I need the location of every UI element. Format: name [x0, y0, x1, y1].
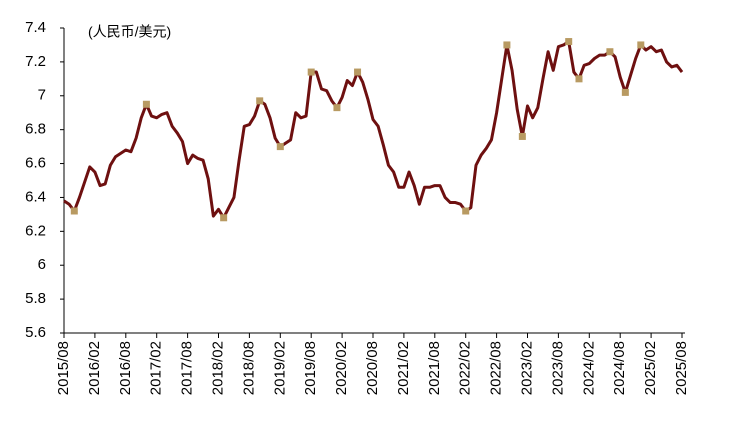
x-tick-label: 2023/02: [518, 341, 535, 395]
point-marker: [637, 41, 645, 49]
point-marker: [503, 41, 511, 49]
x-tick-label: 2019/02: [271, 341, 288, 395]
x-tick-label: 2019/08: [302, 341, 319, 395]
x-tick-label: 2023/08: [549, 341, 566, 395]
y-tick-label: 5.8: [25, 290, 46, 307]
x-tick-label: 2025/02: [642, 341, 659, 395]
x-tick-label: 2016/08: [117, 341, 134, 395]
x-tick-label: 2020/08: [364, 341, 381, 395]
y-tick-label: 6.2: [25, 222, 46, 239]
point-marker: [333, 104, 341, 112]
point-marker: [621, 88, 629, 96]
y-tick-label: 6.4: [25, 188, 46, 205]
point-marker: [575, 75, 583, 83]
point-marker: [565, 38, 573, 46]
x-tick-label: 2022/08: [488, 341, 505, 395]
y-tick-label: 6: [38, 256, 46, 273]
x-tick-label: 2018/08: [240, 341, 257, 395]
point-marker: [142, 100, 150, 108]
point-marker: [307, 68, 315, 76]
y-tick-label: 5.6: [25, 324, 46, 341]
point-marker: [256, 97, 264, 105]
x-tick-label: 2015/08: [55, 341, 72, 395]
y-tick-label: 6.6: [25, 155, 46, 172]
point-marker: [462, 207, 470, 215]
x-tick-label: 2020/02: [333, 341, 350, 395]
point-marker: [354, 68, 362, 76]
x-tick-label: 2025/08: [673, 341, 690, 395]
x-tick-label: 2017/08: [179, 341, 196, 395]
y-tick-label: 7.4: [25, 19, 46, 36]
point-marker: [518, 132, 526, 140]
y-tick-label: 7.2: [25, 53, 46, 70]
x-tick-label: 2022/02: [457, 341, 474, 395]
x-tick-label: 2024/08: [611, 341, 628, 395]
x-tick-label: 2017/02: [148, 341, 165, 395]
x-tick-label: 2018/02: [209, 341, 226, 395]
point-marker: [606, 48, 614, 56]
y-tick-label: 6.8: [25, 121, 46, 138]
x-tick-label: 2021/02: [395, 341, 412, 395]
point-marker: [276, 143, 284, 151]
x-tick-label: 2024/02: [580, 341, 597, 395]
x-tick-label: 2016/02: [86, 341, 103, 395]
point-marker: [220, 214, 228, 222]
data-line: [63, 40, 684, 220]
unit-annotation: (人民币/美元): [88, 24, 171, 40]
y-tick-label: 7: [38, 87, 46, 104]
point-marker: [70, 207, 78, 215]
x-tick-label: 2021/08: [426, 341, 443, 395]
